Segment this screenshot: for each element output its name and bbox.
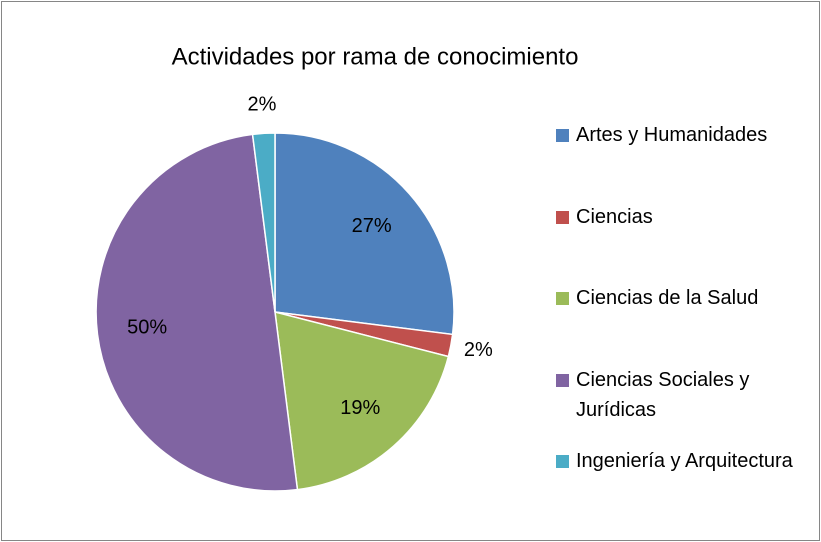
pie-slice (274, 310, 450, 491)
legend-item: Ciencias (556, 202, 811, 232)
pie-slice (274, 132, 455, 336)
legend-item: Ciencias Sociales y Jurídicas (556, 365, 811, 425)
data-label: 2% (248, 94, 277, 116)
legend-swatch (556, 455, 569, 468)
legend-label: Ciencias de la Salud (576, 287, 759, 309)
legend-label: Artes y Humanidades (576, 124, 768, 146)
legend-swatch (556, 210, 569, 224)
chart-title: Actividades por rama de conocimiento (172, 43, 579, 70)
legend-swatch (556, 373, 569, 387)
legend-swatch (556, 292, 569, 305)
data-label: 27% (352, 215, 392, 237)
pie-slice (95, 133, 299, 492)
data-label: 2% (464, 339, 493, 361)
legend-swatch (556, 129, 569, 142)
data-label: 19% (340, 397, 380, 419)
legend-label: Ingeniería y Arquitectura (576, 450, 793, 472)
pie-slice (251, 132, 276, 313)
data-label: 50% (127, 316, 167, 338)
legend-label: Ciencias Sociales y Jurídicas (576, 368, 750, 421)
legend-label: Ciencias (576, 205, 653, 228)
legend-item: Ingeniería y Arquitectura (556, 446, 811, 476)
legend-item: Ciencias de la Salud (556, 283, 811, 313)
legend-item: Artes y Humanidades (556, 120, 811, 150)
